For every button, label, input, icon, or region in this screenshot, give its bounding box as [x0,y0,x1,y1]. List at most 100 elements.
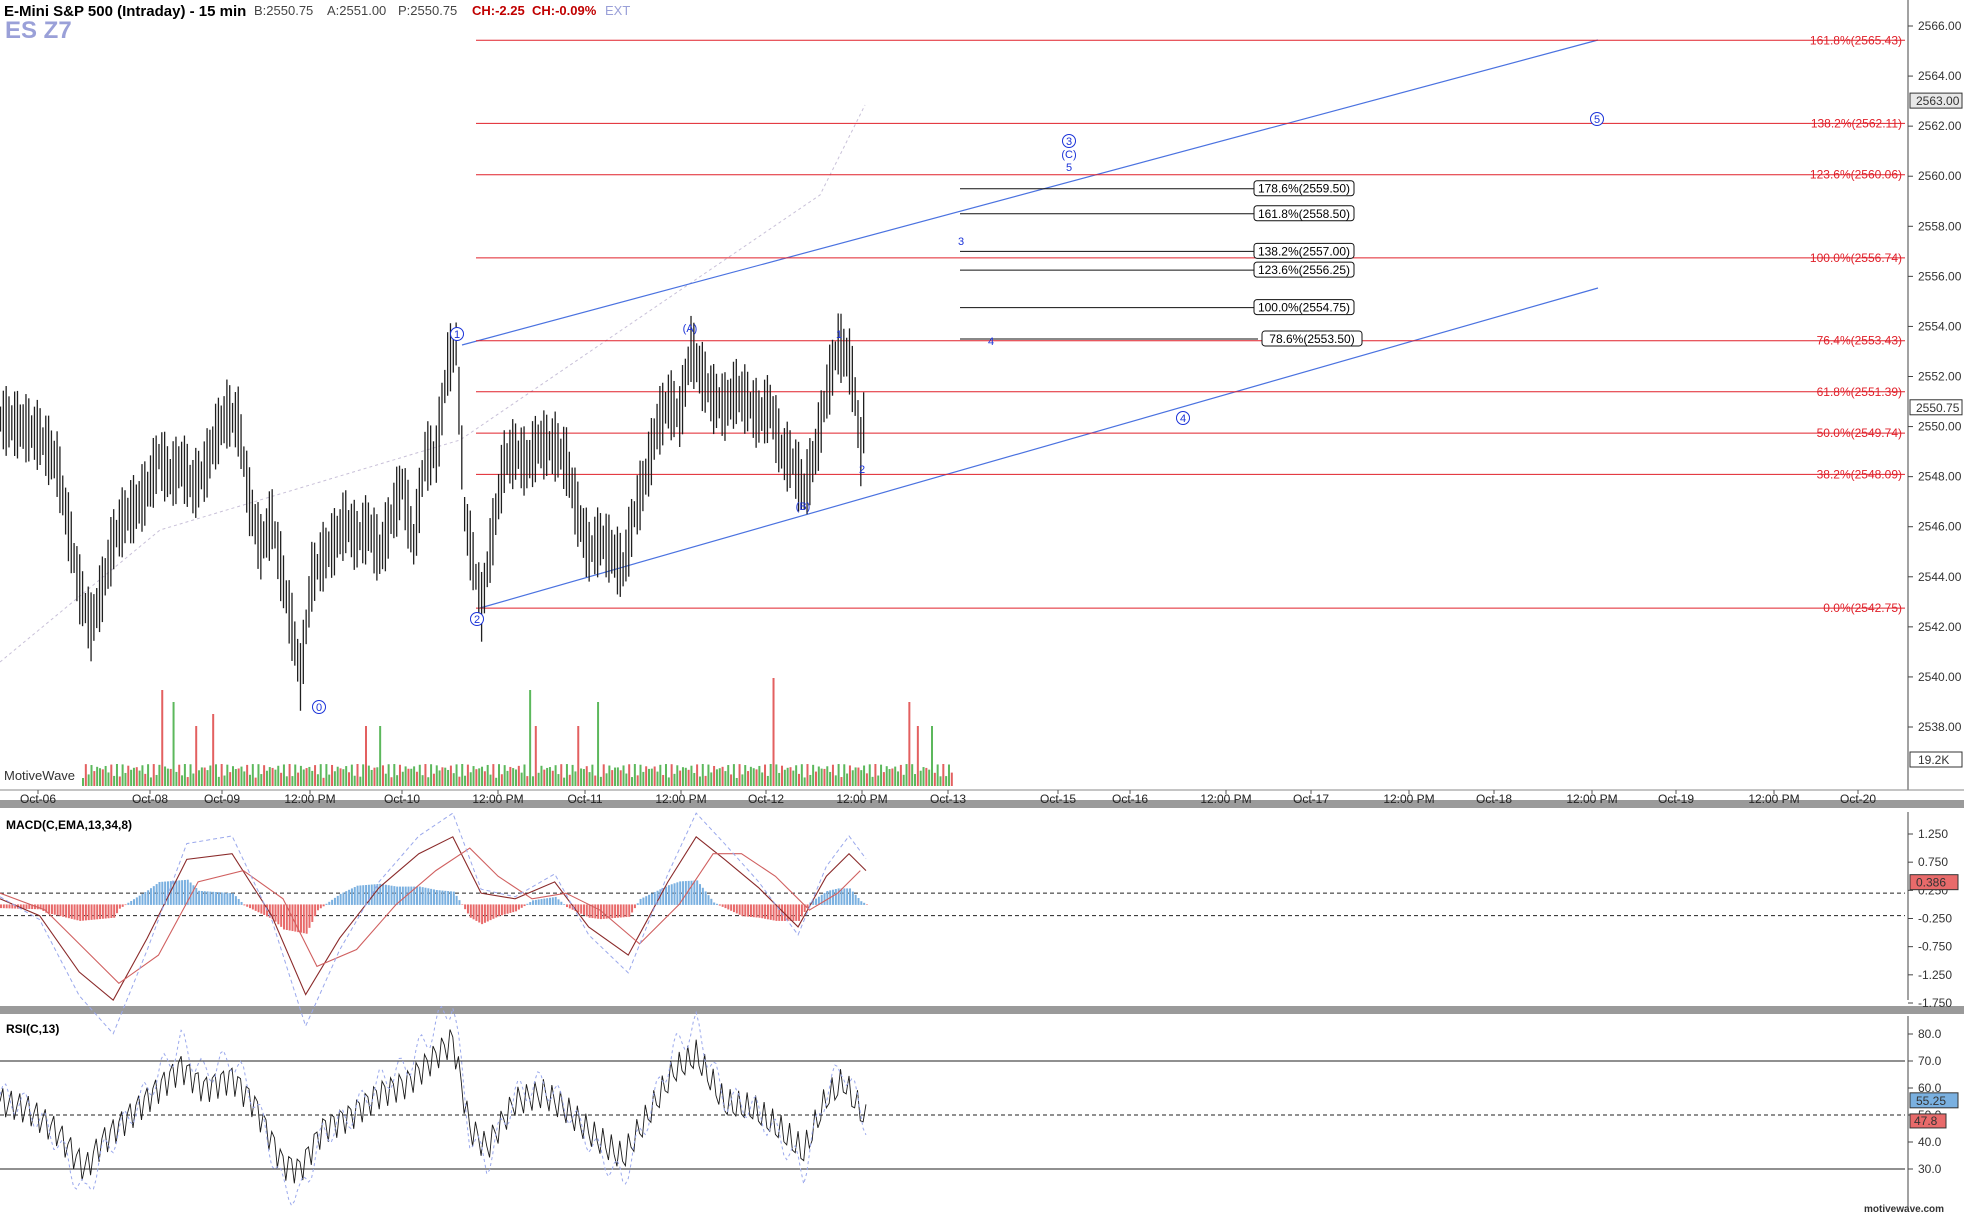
volume-bar [659,764,662,786]
volume-bar [860,770,863,786]
macd-hist-bar [390,885,393,905]
macd-hist-bar [820,894,823,905]
volume-bar [882,772,885,786]
volume-bar [305,768,308,786]
volume-bar [730,774,733,786]
fib-black-box [1253,180,1355,197]
wave-label: 3 [958,236,964,248]
rsi-tick-label: 70.0 [1918,1054,1942,1068]
panel-divider [0,800,1964,808]
volume-bar [342,769,345,786]
macd-hist-bar [741,904,744,917]
volume-bar [481,766,484,786]
volume-bar [464,775,467,786]
volume-bar [806,764,809,786]
macd-hist-bar [67,904,70,919]
macd-hist-bar [747,904,750,917]
volume-bar [186,777,189,786]
volume-bar [421,775,424,786]
volume-bar [418,764,421,786]
volume-bar [687,769,690,786]
time-label: 12:00 PM [1566,792,1617,806]
time-label: 12:00 PM [655,792,706,806]
wave-circle [1176,411,1190,425]
macd-hist-bar [302,904,305,934]
fib-black-box [1253,261,1355,278]
volume-bar [398,764,401,786]
macd-hist-bar [710,898,713,905]
volume-bar [696,764,699,786]
volume-bar [755,769,758,786]
volume-bar [206,770,209,786]
volume-bar [517,765,520,786]
macd-hist-bar [616,904,619,918]
macd-hist-bar [331,899,334,905]
volume-bar [947,764,950,786]
macd-hist-bar [342,892,345,905]
volume-bar [540,765,543,786]
macd-hist-bar [19,904,22,909]
volume-bar [520,772,523,786]
ext-flag[interactable]: EXT [605,3,630,18]
macd-line [0,836,867,1002]
macd-hist-bar [645,896,648,905]
macd-hist-bar [772,904,775,921]
volume-bar [797,773,800,786]
volume-bar [438,770,441,786]
macd-hist-bar [520,904,523,908]
macd-histogram [0,879,868,934]
macd-hist-bar [418,886,421,905]
volume-bar [919,770,922,786]
macd-hist-bar [755,904,758,918]
macd-hist-bar [169,881,172,905]
macd-hist-bar [370,884,373,905]
volume-bar [498,764,501,786]
price-tick-label: 2558.00 [1918,219,1962,233]
macd-hist-bar [775,904,778,921]
macd-hist-bar [800,904,803,917]
macd-hist-bar [560,901,563,905]
volume-bars [82,678,953,786]
volume-bar [209,765,212,786]
macd-hist-bar [135,897,138,905]
macd-hist-bar [489,904,492,921]
macd-hist-bar [430,888,433,905]
macd-tick-label: -1.250 [1918,968,1952,982]
volume-bar [863,765,866,786]
volume-bar [761,772,764,786]
macd-hist-bar [189,882,192,905]
volume-bar [169,768,172,786]
macd-hist-bar [362,885,365,905]
wave-label: 5 [1066,162,1072,174]
macd-hist-bar [195,888,198,905]
volume-bar [362,764,365,786]
volume-bar [701,764,704,786]
macd-hist-bar [585,904,588,917]
volume-bar [880,764,883,786]
macd-tick-label: 1.250 [1918,827,1948,841]
fib-black-label: 138.2%(2557.00) [1258,244,1350,258]
rsi-value-label-2: 47.8 [1914,1114,1938,1128]
rsi-tick-label: 60.0 [1918,1081,1942,1095]
volume-bar [789,767,792,786]
volume-bar [260,774,263,786]
macd-hist-bar [447,891,450,905]
volume-bar [554,765,557,786]
fib-red-label: 38.2%(2548.09) [1817,467,1902,481]
macd-hist-bar [529,902,532,905]
macd-hist-bar [116,904,119,914]
volume-bar [812,764,815,786]
volume-bar [608,765,611,786]
macd-hist-bar [752,904,755,918]
macd-hist-bar [690,880,693,905]
volume-bar [551,770,554,786]
macd-hist-bar [141,893,144,905]
macd-hist-bar [161,881,164,905]
macd-hist-bar [744,904,747,917]
macd-hist-bar [62,904,65,917]
volume-bar [297,772,300,786]
macd-hist-bar [798,904,801,921]
macd-hist-bar [455,895,458,905]
volume-bar [854,767,857,786]
